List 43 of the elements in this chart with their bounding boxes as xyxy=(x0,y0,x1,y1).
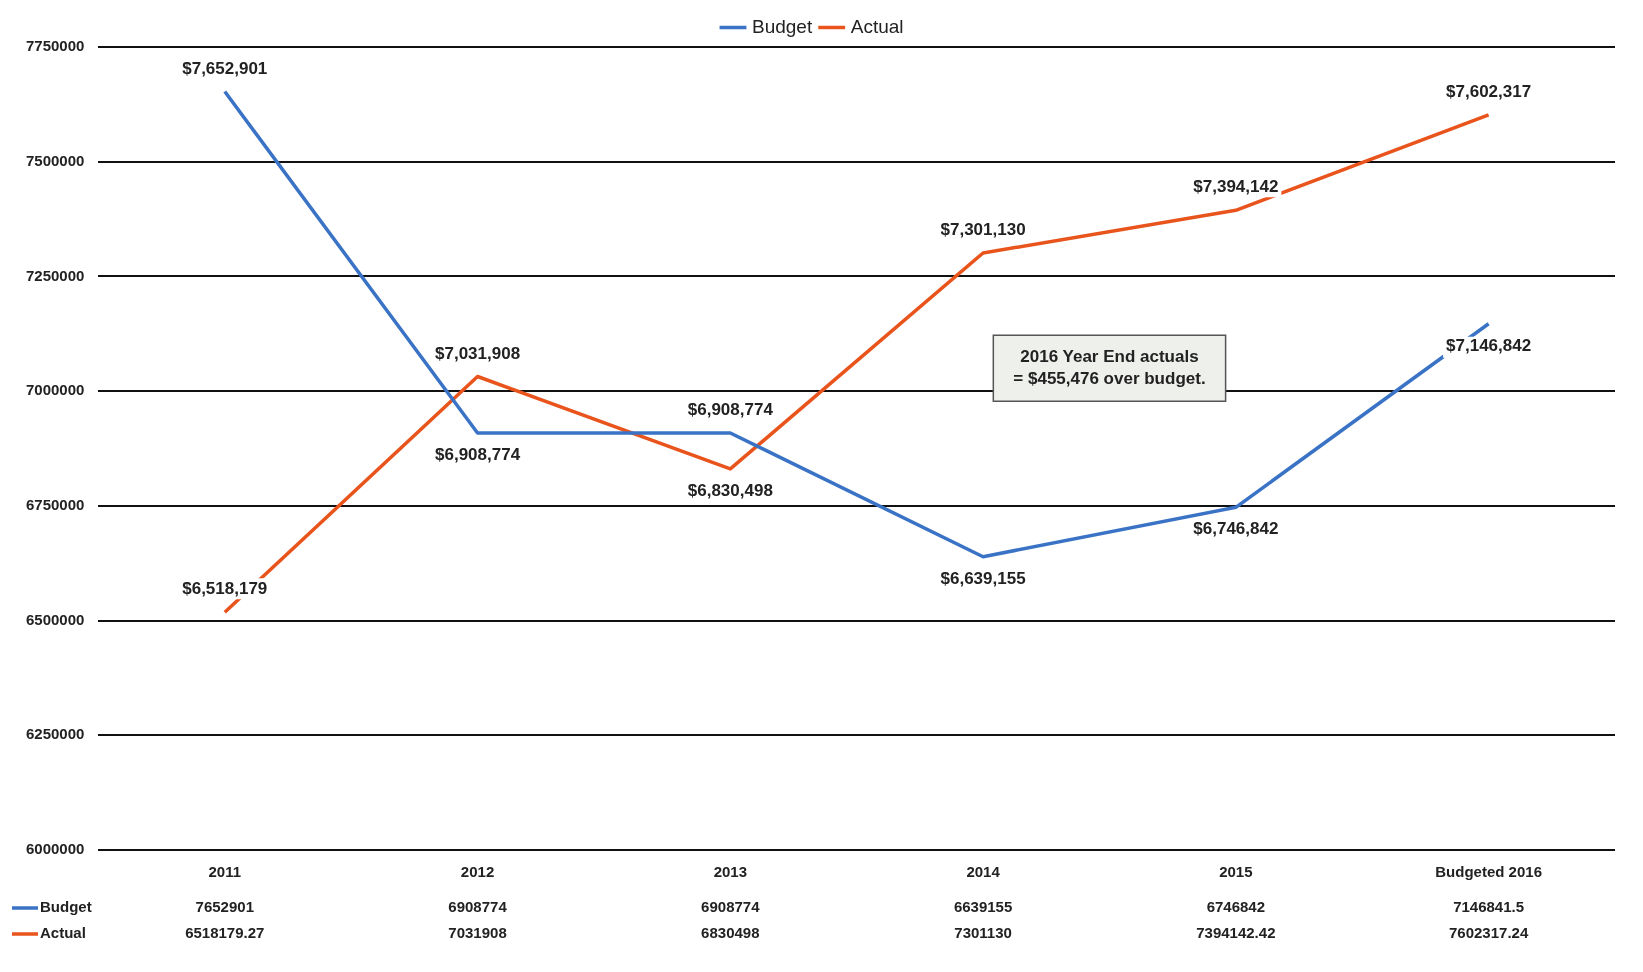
y-tick-label: 7000000 xyxy=(25,381,85,399)
data-label: 6830498 xyxy=(701,924,760,942)
y-tick-label: 6500000 xyxy=(25,610,85,628)
x-tick-label: Budgeted 2016 xyxy=(1435,863,1542,881)
annotation: $7,031,908 xyxy=(435,343,521,363)
annotation: $7,146,842 xyxy=(1446,335,1532,355)
data-label: 6908774 xyxy=(701,898,761,916)
data-label: 6746842 xyxy=(1206,898,1266,916)
x-tick-label: 2014 xyxy=(966,863,1001,881)
y-tick-label: 7250000 xyxy=(25,266,85,284)
data-label: 6908774 xyxy=(448,898,508,916)
y-tick-label: 6250000 xyxy=(25,725,85,743)
annotation: $7,602,317 xyxy=(1446,81,1532,101)
data-label: 7301130 xyxy=(954,924,1012,942)
legend-label: Budget xyxy=(751,15,813,37)
data-label: 7602317.24 xyxy=(1448,924,1529,942)
annotation: $7,394,142 xyxy=(1193,177,1279,197)
x-tick-label: 2015 xyxy=(1219,863,1253,881)
annotation: $6,746,842 xyxy=(1193,519,1279,539)
legend-label: Actual xyxy=(850,15,904,37)
data-label: 7146841.5 xyxy=(1453,898,1525,916)
annotation: $7,652,901 xyxy=(182,58,268,78)
x-tick-label: 2012 xyxy=(460,863,495,881)
y-tick-label: 6750000 xyxy=(25,496,85,513)
x-tick-label: 2011 xyxy=(208,863,242,881)
data-label: 7031908 xyxy=(448,924,507,942)
y-tick-label: 6000000 xyxy=(25,840,85,858)
x-tick-label: 2013 xyxy=(713,863,747,881)
annotation: $6,908,774 xyxy=(435,445,521,465)
y-tick-label: 7750000 xyxy=(25,37,85,55)
annotation: $6,639,155 xyxy=(940,568,1026,588)
data-label: 6518179.27 xyxy=(185,924,265,942)
text: Actual xyxy=(40,924,86,942)
annotation: 2016 Year End actuals = $455,476 over budget. xyxy=(1013,346,1206,388)
data-label: 7394142.42 xyxy=(1196,924,1276,942)
annotation: $7,301,130 xyxy=(940,220,1026,240)
annotation: $6,908,774 xyxy=(687,400,774,420)
y-tick-label: 7500000 xyxy=(25,151,85,169)
text: Budget xyxy=(40,898,92,916)
data-label: 6639155 xyxy=(953,898,1013,916)
annotation: $6,830,498 xyxy=(687,481,773,501)
annotation: $6,518,179 xyxy=(182,579,268,599)
data-label: 7652901 xyxy=(195,898,254,916)
